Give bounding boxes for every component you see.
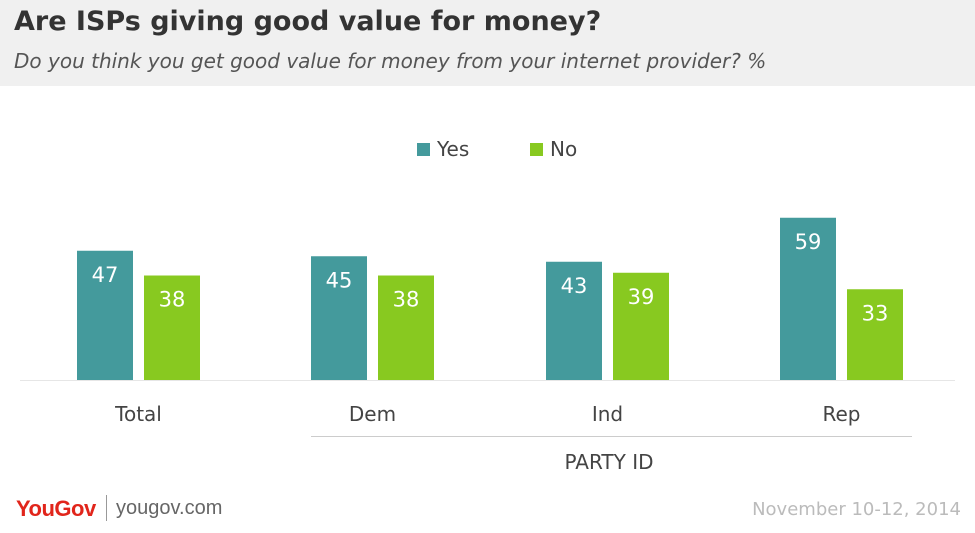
bar-ind-yes [546,261,602,380]
data-label-rep-yes: 59 [795,230,822,254]
category-label-dem: Dem [349,402,396,426]
data-label-dem-yes: 45 [326,268,353,292]
bar-ind-no [613,272,669,380]
group-label: PARTY ID [565,450,654,474]
bar-rep-yes [780,217,836,380]
data-label-total-no: 38 [159,288,186,312]
data-label-dem-no: 38 [393,288,420,312]
chart-subtitle: Do you think you get good value for mone… [14,49,767,73]
data-label-rep-no: 33 [862,301,889,325]
footer-url[interactable]: yougov.com [116,497,223,519]
legend-swatch-no [530,143,543,156]
category-label-total: Total [114,402,162,426]
bar-dem-no [378,275,434,380]
bar-total-no [144,275,200,380]
bar-dem-yes [311,256,367,380]
footer-divider [106,495,107,521]
category-label-rep: Rep [823,402,861,426]
bar-rep-no [847,289,903,380]
legend-label-yes: Yes [437,137,470,161]
category-label-ind: Ind [592,402,623,426]
chart-legend: Yes No [0,137,975,163]
data-label-ind-no: 39 [628,285,655,309]
legend-label-no: No [550,137,578,161]
yougov-logo: YouGov [16,496,96,521]
data-label-total-yes: 47 [92,263,119,287]
bar-total-yes [77,250,133,380]
chart-title: Are ISPs giving good value for money? [14,6,602,37]
legend-swatch-yes [417,143,430,156]
data-label-ind-yes: 43 [561,274,588,298]
footer-date: November 10-12, 2014 [752,499,961,520]
chart-header: Are ISPs giving good value for money? Do… [0,0,975,86]
